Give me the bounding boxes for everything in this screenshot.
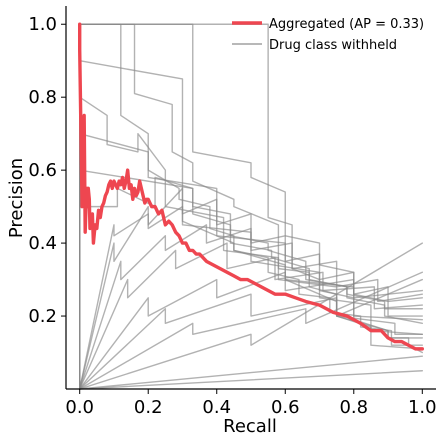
x-tick-label: 0.4 [202, 397, 231, 418]
y-tick-label: 0.2 [28, 306, 57, 327]
curves-layer [77, 22, 424, 390]
withheld-pr-curve-12 [78, 271, 423, 390]
x-tick-label: 1.0 [408, 397, 437, 418]
x-tick-label: 0.2 [134, 397, 163, 418]
y-tick-label: 0.4 [28, 233, 57, 254]
withheld-pr-curve-18 [78, 132, 423, 390]
x-tick-label: 0.8 [339, 397, 368, 418]
withheld-pr-curve-9 [78, 242, 423, 390]
withheld-pr-curve-14 [78, 355, 423, 390]
y-tick-label: 0.8 [28, 87, 57, 108]
withheld-pr-curve-19 [78, 60, 423, 390]
ticks-layer: 0.0 0.2 0.4 0.6 0.8 1.0 0.2 0.4 0.6 0.8 1.0 [28, 14, 436, 418]
y-tick-label: 1.0 [28, 14, 57, 35]
aggregated-pr-curve [77, 22, 424, 351]
legend: Aggregated (AP = 0.33) Drug class withhel… [232, 17, 424, 53]
y-tick-label: 0.6 [28, 160, 57, 181]
y-axis-label: Precision [6, 158, 27, 238]
legend-label: Aggregated (AP = 0.33) [269, 17, 424, 32]
axes-layer [65, 6, 436, 390]
withheld-pr-curve-17 [78, 96, 423, 390]
x-tick-label: 0.0 [65, 397, 94, 418]
withheld-pr-curve-15 [78, 370, 423, 390]
legend-label: Drug class withheld [269, 38, 397, 53]
x-tick-label: 0.6 [271, 397, 300, 418]
x-axis-label: Recall [223, 416, 277, 437]
